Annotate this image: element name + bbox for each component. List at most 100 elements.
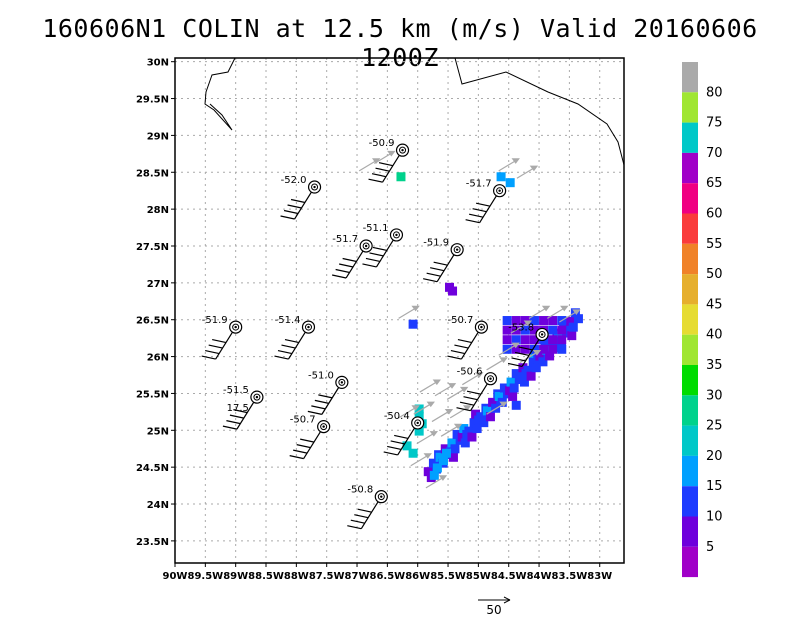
station-dot — [480, 325, 483, 329]
colorbar-swatch — [682, 62, 698, 93]
barb-flag — [511, 357, 526, 362]
longitude-labels: 90W 89.5W 89W 88.5W 88W 87.5W 87W 86.5W 86W 85.5W… — [163, 563, 612, 582]
radar-pixel — [529, 325, 539, 335]
lat-label: 24.5N — [136, 463, 169, 474]
barb-flag — [229, 414, 245, 419]
barb-flag — [447, 355, 462, 360]
colorbar-label: 30 — [706, 388, 723, 403]
station-dot — [401, 148, 404, 152]
colorbar: 5 10 15 20 25 30 35 40 45 50 55 60 65 70 75 80 — [682, 62, 723, 578]
radar-pixel — [519, 377, 529, 387]
barb-flag — [339, 263, 354, 268]
radar-pixel — [448, 452, 458, 462]
wind-arrowhead — [411, 305, 420, 312]
wind-arrows — [358, 150, 581, 489]
station: -51.9 — [423, 238, 464, 257]
radar-pixel — [502, 325, 512, 335]
wind-arrowhead — [511, 158, 520, 164]
barb-flag — [468, 213, 484, 218]
lon-label: 83W — [587, 571, 612, 582]
barb-flag — [426, 272, 441, 277]
lon-label: 88W — [284, 571, 309, 582]
barb-flag — [463, 396, 478, 401]
radar-pixel — [485, 412, 495, 422]
station-value: -53.8 — [508, 322, 534, 333]
radar-pixel — [548, 335, 558, 345]
barb-flag — [456, 407, 471, 412]
station-inner-ring — [414, 419, 422, 427]
barb-flag — [332, 274, 347, 279]
wind-arrowhead — [499, 401, 508, 408]
colorbar-swatch — [682, 183, 698, 214]
barb-flag — [514, 351, 530, 357]
colorbar-label: 60 — [706, 207, 723, 222]
station-inner-ring — [320, 423, 328, 431]
lon-label: 88.5W — [248, 571, 284, 582]
barb-flag — [289, 455, 304, 460]
station-dot — [498, 189, 501, 192]
radar-pixel — [511, 369, 521, 379]
colorbar-label: 20 — [706, 449, 723, 464]
barb-flag — [357, 508, 372, 513]
barb-flag — [300, 438, 315, 443]
barb-flag — [287, 204, 302, 209]
radar-pixel — [414, 404, 424, 414]
barb-flag — [372, 246, 388, 252]
colorbar-swatch — [682, 334, 698, 365]
radar-pixel — [471, 409, 481, 419]
station-inner-ring — [232, 323, 240, 331]
barb-flag — [375, 167, 390, 172]
colorbar-swatch — [682, 92, 698, 123]
barb-flag — [307, 410, 322, 415]
colorbar-swatch — [682, 243, 698, 275]
station-value: -50.7 — [290, 415, 316, 426]
station: -51.1 — [363, 223, 404, 242]
coastline-west — [204, 57, 236, 131]
barb-flag — [433, 261, 448, 266]
radar-pixel — [538, 357, 548, 367]
colorbar-swatch — [682, 516, 698, 547]
station-inner-ring — [362, 242, 370, 250]
colorbar-swatch — [682, 152, 698, 184]
wind-arrowhead — [432, 379, 442, 386]
barb-flag — [368, 178, 383, 183]
wind-arrowhead — [453, 423, 463, 430]
colorbar-label: 25 — [706, 419, 723, 434]
radar-pixel — [557, 335, 567, 345]
lon-label: 84.5W — [491, 571, 527, 582]
station-value: -51.7 — [466, 179, 492, 190]
barb-flag — [457, 339, 473, 344]
colorbar-label: 70 — [706, 146, 723, 161]
station: -51.0 — [308, 370, 349, 389]
radar-pixel — [518, 363, 528, 373]
station-value: -51.9 — [423, 238, 449, 249]
colorbar-swatch — [682, 546, 698, 578]
radar-pixel — [520, 344, 530, 354]
colorbar-label: 55 — [706, 237, 723, 252]
lat-label: 26N — [147, 353, 169, 364]
barb-flag — [354, 514, 369, 519]
radar-pixels — [396, 172, 583, 483]
radar-pixel — [450, 444, 460, 454]
colorbar-swatch — [682, 304, 698, 335]
radar-pixel — [511, 400, 521, 410]
barb-flag — [208, 344, 223, 349]
lat-label: 28.5N — [136, 168, 169, 179]
lat-label: 26.5N — [136, 316, 169, 327]
barb-flag — [378, 162, 394, 167]
radar-pixel — [499, 383, 509, 393]
station-inner-ring — [253, 393, 261, 401]
station-dot — [489, 377, 492, 380]
radar-pixel — [505, 178, 515, 188]
barb-flag — [335, 268, 350, 274]
lon-label: 89W — [223, 571, 248, 582]
station: -53.8 — [508, 322, 549, 342]
radar-pixel — [460, 438, 470, 448]
barb-flag — [342, 257, 357, 263]
station-dot — [416, 421, 419, 425]
lat-label: 25.5N — [136, 389, 169, 400]
radar-pixel — [528, 357, 538, 367]
coastline — [204, 57, 625, 166]
barb-flag — [284, 339, 300, 344]
